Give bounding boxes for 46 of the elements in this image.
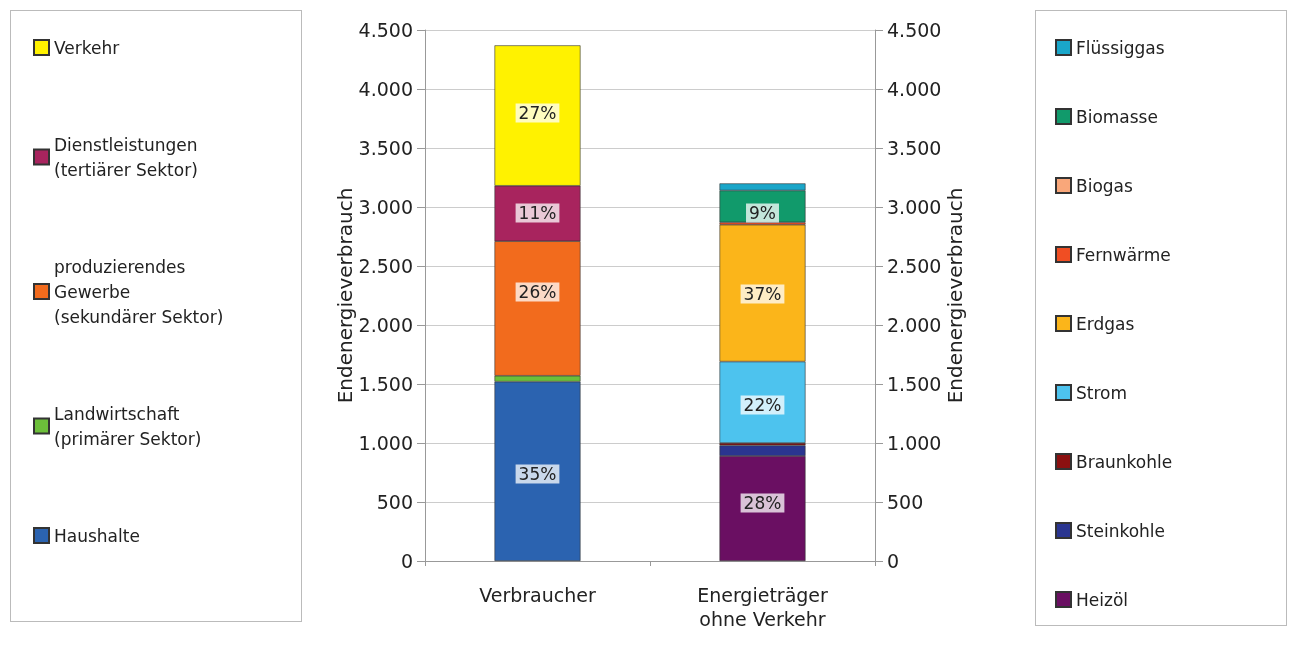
y-tick-label: 2.000 xyxy=(358,314,413,336)
y-tick-label: 500 xyxy=(376,491,413,513)
legend-label: Steinkohle xyxy=(1076,520,1166,541)
y2-tick-label: 1.500 xyxy=(887,373,942,395)
annotation: 27% xyxy=(518,103,557,123)
y2-tick-label: 500 xyxy=(887,491,924,513)
y-tick-label: 1.500 xyxy=(358,373,413,395)
legend-label: Biogas xyxy=(1076,175,1133,196)
annotation: 35% xyxy=(518,464,557,484)
x-tick-label: Energieträger ohne Verkehr xyxy=(697,584,829,630)
y2-tick-label: 3.500 xyxy=(887,137,942,159)
legend-label: Biomasse xyxy=(1076,106,1158,127)
legend-label: Heizöl xyxy=(1076,589,1129,610)
legend-label: Verkehr xyxy=(54,37,120,58)
legend-label: Flüssiggas xyxy=(1076,37,1165,58)
legend-label: produzierendes Gewerbe (sekundärer Sektor) xyxy=(54,256,224,327)
x-tick-label: Verbraucher xyxy=(479,584,596,606)
annotation: 11% xyxy=(518,203,557,223)
y-tick-label: 3.000 xyxy=(358,196,413,218)
y2-tick-label: 1.000 xyxy=(887,432,942,454)
y2-tick-label: 2.500 xyxy=(887,255,942,277)
y-axis-title: Endenergieverbrauch xyxy=(332,187,357,404)
legend-label: Dienstleistungen (tertiärer Sektor) xyxy=(54,134,198,180)
y-tick-label: 4.000 xyxy=(358,78,413,100)
y-tick-label: 0 xyxy=(400,550,413,572)
y-tick-label: 3.500 xyxy=(358,137,413,159)
legend-label: Erdgas xyxy=(1076,313,1135,334)
annotation: 37% xyxy=(743,284,782,304)
y2-tick-label: 4.500 xyxy=(887,19,942,41)
legend-label: Strom xyxy=(1076,382,1128,403)
y2-tick-label: 0 xyxy=(887,550,900,572)
legend-label: Fernwärme xyxy=(1076,244,1171,265)
annotation: 22% xyxy=(743,395,782,415)
legend-label: Haushalte xyxy=(54,525,140,546)
y-tick-label: 1.000 xyxy=(358,432,413,454)
y2-tick-label: 4.000 xyxy=(887,78,942,100)
y2-tick-label: 2.000 xyxy=(887,314,942,336)
annotation: 26% xyxy=(518,282,557,302)
y-tick-label: 4.500 xyxy=(358,19,413,41)
annotation: 9% xyxy=(749,203,776,223)
legend-label: Landwirtschaft (primärer Sektor) xyxy=(54,403,202,449)
legend-label: Braunkohle xyxy=(1076,451,1173,472)
y-tick-label: 2.500 xyxy=(358,255,413,277)
y2-axis-title: Endenergieverbrauch xyxy=(943,187,968,404)
annotation: 28% xyxy=(743,493,782,513)
y2-tick-label: 3.000 xyxy=(887,196,942,218)
